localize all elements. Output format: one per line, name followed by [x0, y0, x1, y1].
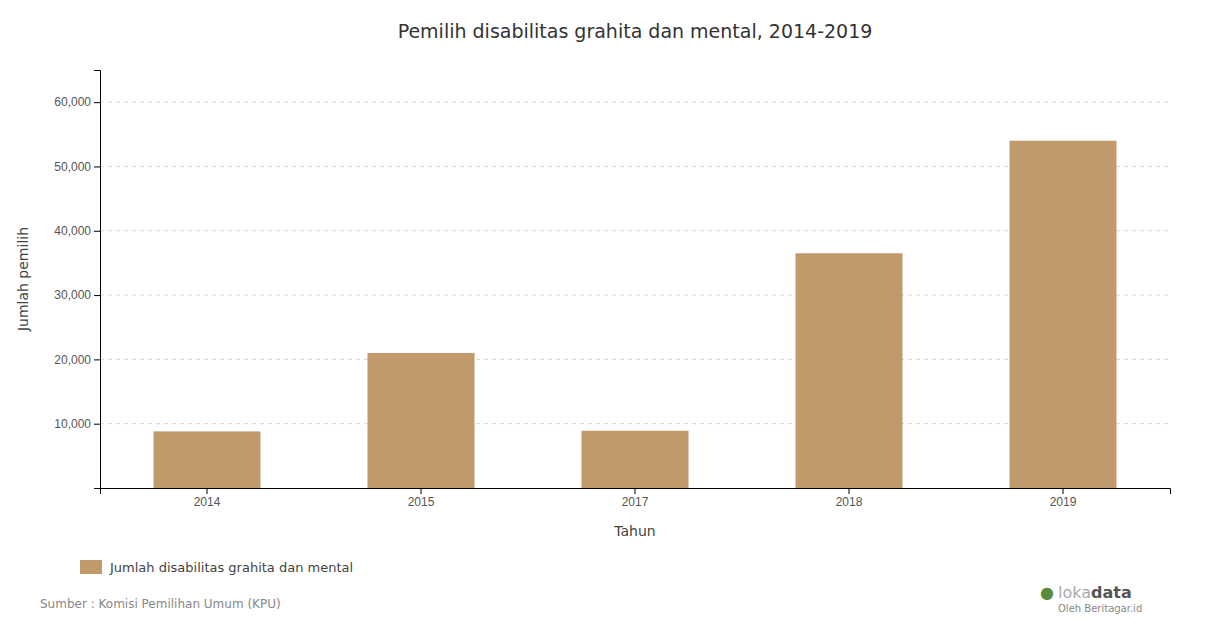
- y-axis: 10,000 20,000 30,000 40,000 50,000 60,000: [54, 71, 100, 489]
- brand-part: data: [1091, 583, 1132, 602]
- bars: [154, 141, 1117, 488]
- y-tick-mark: [94, 102, 100, 103]
- x-tick-mark: [849, 488, 850, 494]
- y-tick: 10,000: [54, 417, 100, 431]
- brand-part: loka: [1058, 583, 1091, 602]
- y-tick-mark: [94, 166, 100, 167]
- bar: [582, 431, 689, 488]
- annotations: Sumber : Komisi Pemilihan Umum (KPU) ●lok…: [40, 583, 1142, 614]
- y-axis-line: [94, 71, 101, 489]
- y-tick-mark: [94, 424, 100, 425]
- y-tick: 60,000: [54, 95, 100, 109]
- legend-item: Jumlah disabilitas grahita dan mental: [80, 560, 353, 575]
- x-tick-label: 2017: [622, 495, 649, 509]
- y-tick: 30,000: [54, 288, 100, 302]
- bar: [368, 353, 475, 488]
- x-tick: 2015: [408, 488, 435, 509]
- x-tick-label: 2015: [408, 495, 435, 509]
- y-axis-title: Jumlah pemilih: [15, 227, 31, 332]
- brand: lokadata: [1058, 583, 1132, 602]
- y-tick: 20,000: [54, 353, 100, 367]
- brand-dot: ●: [1040, 583, 1054, 602]
- x-axis: 2014 2015 2017 2018 2019: [101, 488, 1171, 509]
- y-tick: 40,000: [54, 224, 100, 238]
- y-tick-label: 30,000: [54, 288, 91, 302]
- title: Pemilih disabilitas grahita dan mental, …: [398, 20, 873, 42]
- x-axis-line: [101, 489, 1171, 495]
- source-note: Sumber : Komisi Pemilihan Umum (KPU): [40, 597, 281, 611]
- x-tick-mark: [635, 488, 636, 494]
- chart: 2014 2015 2017 2018 2019 10,000 20,000 30,000 40…: [0, 0, 1210, 628]
- y-tick-label: 20,000: [54, 353, 91, 367]
- bar: [154, 431, 261, 488]
- x-tick-label: 2014: [194, 495, 221, 509]
- x-tick-mark: [1063, 488, 1064, 494]
- plot: 2014 2015 2017 2018 2019 10,000 20,000 30,000 40…: [54, 71, 1170, 509]
- x-tick: 2017: [622, 488, 649, 509]
- legend: Jumlah disabilitas grahita dan mental: [80, 560, 353, 575]
- grid-line: [100, 102, 1170, 103]
- brand-byline: Oleh Beritagar.id: [1058, 603, 1142, 614]
- x-axis-title: Tahun: [613, 523, 655, 539]
- y-tick-label: 40,000: [54, 224, 91, 238]
- y-tick-label: 60,000: [54, 95, 91, 109]
- x-tick-label: 2019: [1050, 495, 1077, 509]
- x-tick-mark: [421, 488, 422, 494]
- y-tick-mark: [94, 359, 100, 360]
- y-tick-mark: [94, 231, 100, 232]
- bar: [1010, 141, 1117, 488]
- legend-swatch: [80, 560, 102, 574]
- y-tick-label: 50,000: [54, 160, 91, 174]
- x-tick-label: 2018: [836, 495, 863, 509]
- legend-label: Jumlah disabilitas grahita dan mental: [109, 560, 353, 575]
- x-tick-mark: [207, 488, 208, 494]
- x-tick: 2019: [1050, 488, 1077, 509]
- x-tick: 2014: [194, 488, 221, 509]
- y-tick-mark: [94, 295, 100, 296]
- y-tick: 50,000: [54, 160, 100, 174]
- x-tick: 2018: [836, 488, 863, 509]
- bar: [796, 253, 903, 488]
- y-tick-label: 10,000: [54, 417, 91, 431]
